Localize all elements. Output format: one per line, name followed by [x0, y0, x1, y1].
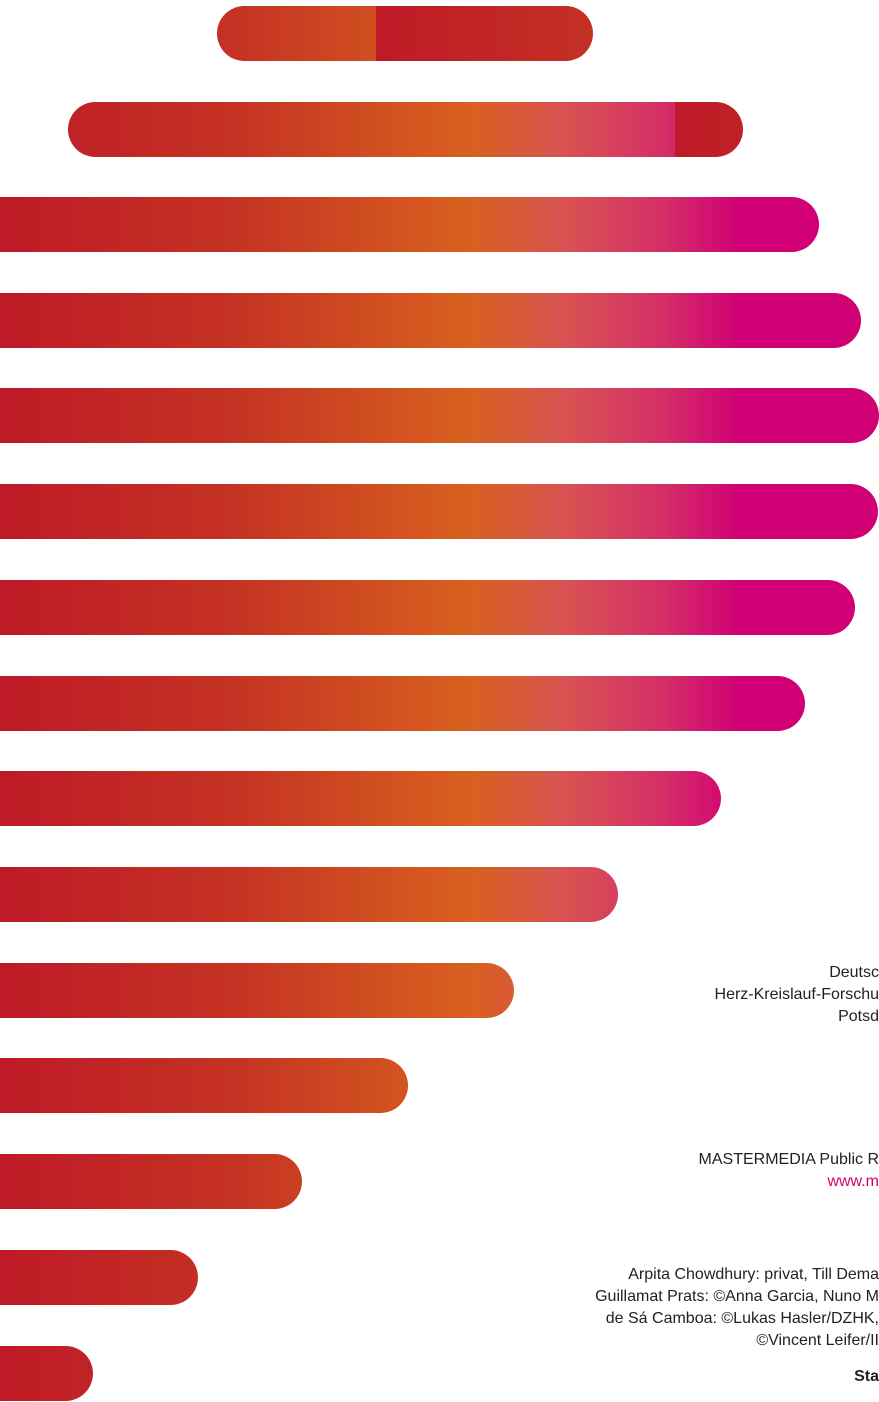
address-line-3: Potsd	[838, 1008, 879, 1025]
bar-4	[0, 293, 861, 348]
bar-13	[0, 1154, 302, 1209]
publisher-name: MASTERMEDIA Public R	[698, 1151, 879, 1168]
address-line-2: Herz-Kreislauf-Forschu	[714, 986, 879, 1003]
footer-label: Sta	[854, 1368, 879, 1385]
bar-10	[0, 867, 618, 922]
bar-11	[0, 963, 514, 1018]
photo-credits-line-3: de Sá Camboa: ©Lukas Hasler/DZHK,	[605, 1310, 879, 1327]
bar-12	[0, 1058, 408, 1113]
photo-credits-line-1: Arpita Chowdhury: privat, Till Dema	[628, 1266, 879, 1283]
publisher-block: MASTERMEDIA Public R www.m	[579, 1149, 879, 1193]
bar-3	[0, 197, 819, 252]
bar-2	[68, 102, 743, 157]
photo-credits-line-2: Guillamat Prats: ©Anna Garcia, Nuno M	[595, 1288, 879, 1305]
bar-7	[0, 580, 855, 635]
address-line-1: Deutsc	[829, 964, 879, 981]
publisher-url-link[interactable]: www.m	[827, 1173, 879, 1190]
bar-9	[0, 771, 721, 826]
photo-credits: Arpita Chowdhury: privat, Till Dema Guil…	[459, 1264, 879, 1352]
photo-credits-line-4: ©Vincent Leifer/II	[756, 1332, 879, 1349]
bar-5	[0, 388, 879, 443]
bar-14	[0, 1250, 198, 1305]
bar-8	[0, 676, 805, 731]
bar-6	[0, 484, 878, 539]
bar-15	[0, 1346, 93, 1401]
bar-1	[217, 6, 593, 61]
address-block: Deutsc Herz-Kreislauf-Forschu Potsd	[579, 962, 879, 1028]
